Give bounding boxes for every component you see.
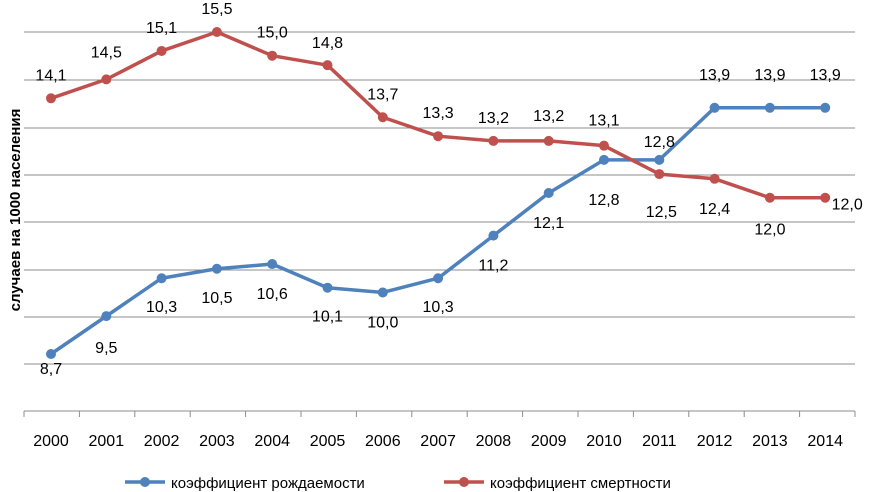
legend-label: коэффициент смертности (490, 475, 671, 492)
x-tick-label: 2000 (33, 433, 69, 450)
x-tick-label: 2001 (89, 433, 125, 450)
legend: коэффициент рождаемости коэффициент смерт… (125, 475, 671, 492)
data-point (764, 102, 775, 113)
data-label: 15,0 (257, 25, 288, 42)
legend-swatch-marker (140, 477, 150, 487)
data-label: 12,1 (533, 215, 564, 232)
x-tick-label: 2009 (531, 433, 567, 450)
data-point (101, 311, 112, 322)
x-tick-label: 2013 (752, 433, 788, 450)
data-point (654, 169, 665, 180)
data-point (46, 349, 56, 359)
x-tick-label: 2011 (642, 433, 677, 450)
data-label: 12,8 (644, 134, 675, 151)
x-tick-label: 2010 (586, 433, 622, 450)
x-tick-label: 2003 (199, 433, 235, 450)
y-axis-label: случаев на 1000 населения (7, 109, 24, 312)
legend-item: коэффициент рождаемости (125, 475, 365, 492)
data-label: 11,2 (478, 258, 508, 275)
data-point (46, 93, 56, 104)
x-tick-label: 2007 (420, 433, 456, 450)
data-label: 14,8 (312, 35, 343, 52)
data-point (101, 74, 112, 85)
data-point (156, 273, 167, 284)
data-point (322, 60, 333, 71)
data-point (433, 131, 444, 142)
x-axis: 2000 2001 2002 2003 2004 2005 2006 2007 2008 2009… (23, 411, 856, 450)
x-tick-label: 2008 (476, 433, 512, 450)
legend-swatch-marker (459, 477, 469, 487)
x-tick-label: 2006 (365, 433, 401, 450)
data-point (322, 282, 333, 293)
data-label: 10,5 (201, 290, 232, 307)
data-point (377, 287, 388, 298)
data-label: 13,9 (699, 67, 730, 84)
data-point (267, 259, 278, 270)
data-point (764, 192, 775, 203)
data-label: 10,3 (423, 299, 454, 316)
data-point (709, 173, 720, 184)
data-point (654, 154, 665, 165)
x-tick-label: 2005 (310, 433, 346, 450)
data-point (377, 112, 388, 123)
data-label: 13,1 (588, 113, 619, 130)
data-label: 12,4 (699, 201, 730, 218)
data-point (599, 140, 609, 151)
data-point (488, 135, 499, 146)
legend-label: коэффициент рождаемости (171, 475, 365, 492)
data-point (543, 188, 554, 199)
data-point (267, 50, 278, 61)
data-label: 8,7 (40, 361, 62, 378)
data-point (599, 154, 609, 165)
data-label: 13,3 (423, 105, 454, 122)
data-label: 13,9 (754, 67, 785, 84)
x-tick-label: 2004 (254, 433, 290, 450)
data-label: 10,1 (312, 309, 343, 326)
data-label: 10,0 (367, 314, 398, 331)
data-label: 14,1 (35, 67, 66, 84)
data-label: 13,2 (478, 110, 509, 127)
data-point (488, 230, 499, 241)
series-layer (46, 27, 831, 359)
data-label: 13,7 (367, 86, 398, 103)
data-point (156, 45, 167, 56)
data-label: 10,6 (257, 286, 288, 303)
data-point (709, 102, 720, 113)
data-labels: 8,7 9,5 10,3 10,5 10,6 10,1 10,0 10,3 11,2 12,1 12… (35, 1, 862, 378)
data-point (211, 27, 222, 38)
x-tick-label: 2014 (807, 433, 843, 450)
data-label: 15,5 (201, 1, 232, 18)
data-label: 10,3 (146, 299, 177, 316)
data-label: 13,2 (533, 108, 564, 125)
data-label: 12,8 (588, 192, 619, 209)
data-point (211, 263, 222, 274)
data-label: 12,0 (832, 197, 863, 214)
data-point (820, 192, 831, 203)
data-label: 9,5 (95, 340, 117, 357)
data-point (820, 102, 831, 113)
data-label: 13,9 (810, 67, 841, 84)
data-point (543, 135, 554, 146)
legend-item: коэффициент смертности (444, 475, 671, 492)
x-tick-label: 2012 (697, 433, 733, 450)
data-point (433, 273, 444, 284)
data-label: 14,5 (91, 44, 122, 61)
data-label: 12,0 (754, 222, 785, 239)
data-label: 15,1 (146, 20, 177, 37)
x-tick-label: 2002 (144, 433, 180, 450)
gridlines (24, 31, 855, 412)
data-label: 12,5 (646, 204, 677, 221)
